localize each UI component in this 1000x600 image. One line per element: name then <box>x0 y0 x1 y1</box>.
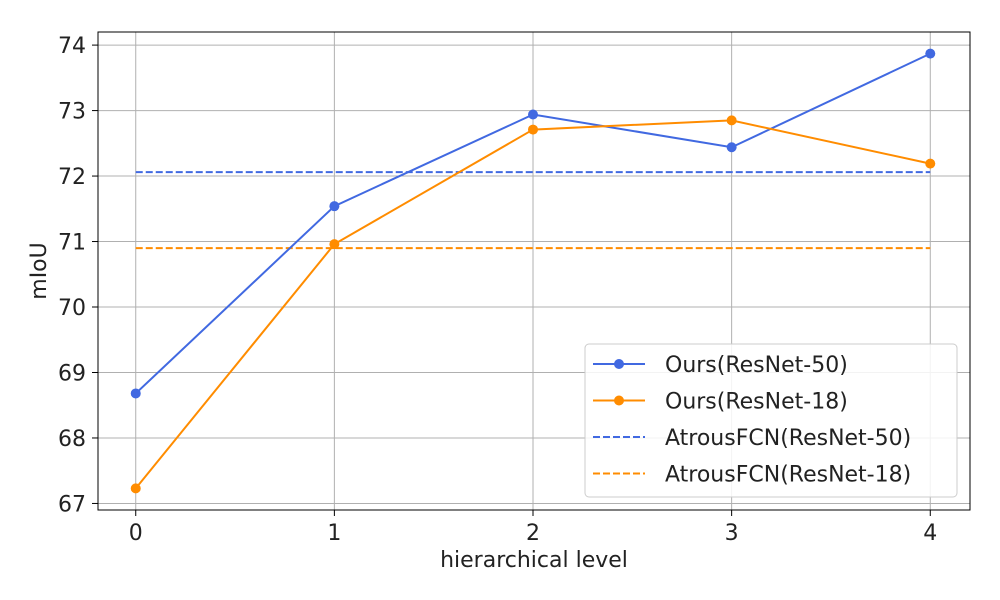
y-tick-label: 74 <box>58 34 86 59</box>
plot-frame <box>97 31 971 511</box>
x-tick-label: 0 <box>129 521 143 546</box>
data-point <box>925 48 936 59</box>
data-point <box>329 201 340 212</box>
legend-marker <box>614 395 624 406</box>
data-point <box>130 483 141 494</box>
series-0 <box>130 48 936 399</box>
legend-marker <box>614 359 624 369</box>
data-point <box>726 115 737 126</box>
x-tick-label: 2 <box>526 521 540 546</box>
x-tick-label: 3 <box>725 521 739 546</box>
y-tick-label: 73 <box>58 100 86 125</box>
y-axis: 67 68 69 70 71 72 73 74 <box>58 34 98 517</box>
legend: Ours(ResNet-50) Ours(ResNet-18) AtrousFCN(… <box>584 343 958 498</box>
x-tick-label: 4 <box>923 521 937 546</box>
y-tick-label: 69 <box>58 361 86 386</box>
y-tick-label: 67 <box>58 492 86 517</box>
y-tick-label: 72 <box>58 165 86 190</box>
legend-box <box>584 343 958 498</box>
x-axis-label: hierarchical level <box>440 548 628 573</box>
data-point <box>925 158 936 169</box>
y-tick-label: 70 <box>58 296 86 321</box>
data-point <box>726 142 737 153</box>
legend-label: Ours(ResNet-50) <box>665 353 848 378</box>
legend-label: AtrousFCN(ResNet-50) <box>665 426 911 451</box>
data-point <box>329 239 340 250</box>
legend-label: AtrousFCN(ResNet-18) <box>665 463 911 488</box>
x-axis: 0 1 2 3 4 <box>129 510 937 546</box>
y-tick-label: 68 <box>58 427 86 452</box>
x-tick-label: 1 <box>327 521 341 546</box>
data-point <box>528 109 539 120</box>
y-tick-label: 71 <box>58 231 86 256</box>
series-layer <box>130 48 936 494</box>
y-axis-label: mIoU <box>27 242 52 299</box>
data-point <box>528 124 539 135</box>
data-point <box>130 388 141 399</box>
series-1 <box>130 115 936 494</box>
legend-label: Ours(ResNet-18) <box>665 390 848 415</box>
